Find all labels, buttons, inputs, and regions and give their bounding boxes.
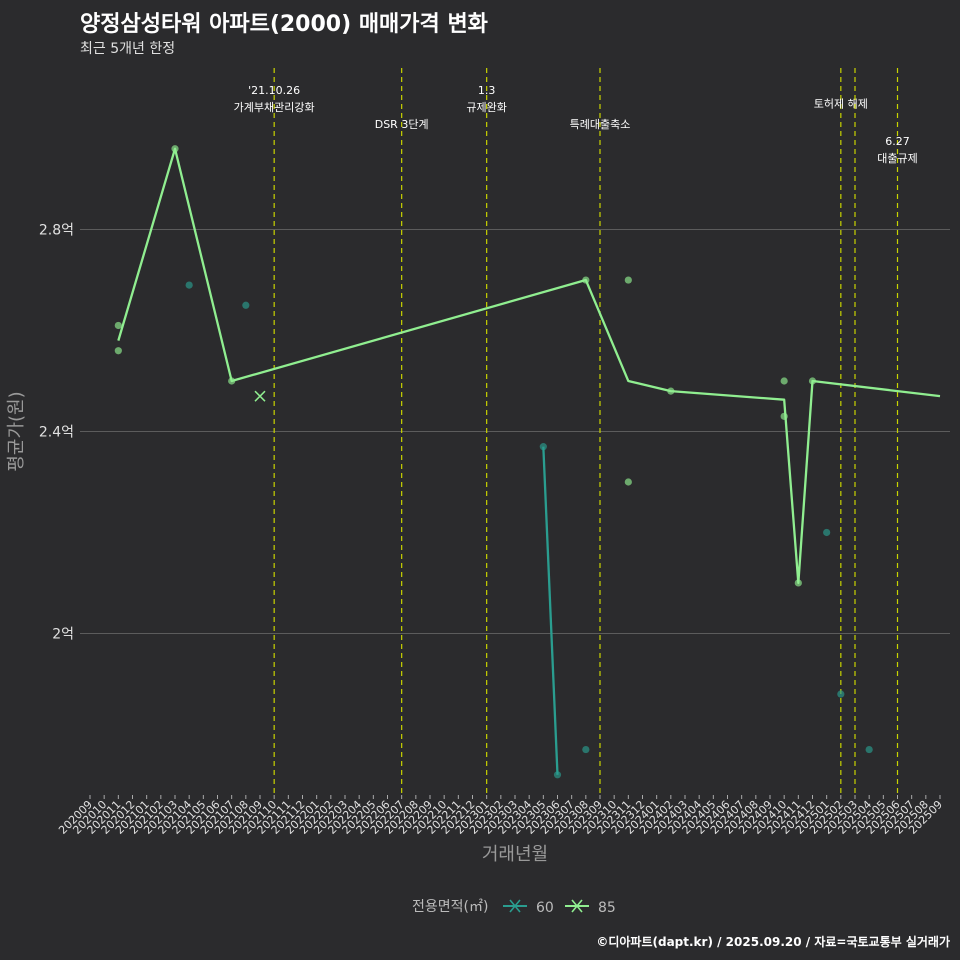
event-label: DSR 3단계: [375, 118, 429, 131]
y-tick-label: 2.4억: [39, 425, 74, 441]
x-axis-title: 거래년월: [482, 844, 548, 865]
data-point-85: [780, 412, 788, 420]
data-point-85: [114, 321, 122, 330]
source-footer: ©디아파트(dapt.kr) / 2025.09.20 / 자료=국토교통부 실…: [596, 935, 950, 949]
event-label: 대출규제: [877, 152, 917, 165]
event-label: 특례대출축소: [570, 118, 631, 131]
data-point-85: [228, 377, 236, 385]
data-point-85: [582, 276, 590, 284]
chart-title: 양정삼성타워 아파트(2000) 매매가격 변화: [80, 12, 488, 37]
legend: 전용면적(㎡) 60 85: [412, 899, 616, 916]
series-line-85: [117, 147, 941, 585]
legend-label-60: 60: [536, 900, 554, 916]
y-tick-label: 2억: [52, 626, 74, 642]
data-point-60: [539, 443, 547, 451]
data-point-85: [808, 377, 817, 385]
data-point-60: [865, 745, 873, 754]
data-point-85: [624, 478, 632, 486]
data-point-60: [242, 301, 250, 309]
event-label: 1.3: [478, 84, 496, 97]
data-point-85: [114, 347, 122, 355]
legend-marker-85: [571, 899, 583, 913]
legend-title: 전용면적(㎡): [412, 899, 488, 915]
event-label: 토허제 해제: [814, 97, 868, 111]
data-point-85: [780, 377, 788, 385]
data-point-85: [171, 145, 179, 153]
event-label: 규제완화: [466, 101, 506, 114]
data-point-60: [185, 281, 193, 289]
event-label: 가계부채관리강화: [234, 101, 315, 114]
data-point-85: [624, 276, 632, 284]
series-line-60: [542, 446, 559, 775]
chart-subtitle: 최근 5개년 한정: [80, 41, 176, 57]
event-label: '21.10.26: [248, 84, 300, 97]
data-point-60: [553, 771, 562, 779]
data-point-60: [582, 745, 590, 754]
data-point-60: [823, 528, 831, 537]
event-label: 6.27: [885, 135, 910, 148]
data-point-85: [667, 387, 675, 395]
data-point-60: [837, 690, 845, 698]
y-axis-title: 평균가(원): [6, 391, 27, 471]
data-point-85: [794, 579, 802, 587]
legend-label-85: 85: [598, 900, 616, 916]
y-tick-label: 2.8억: [39, 223, 74, 239]
legend-marker-60: [509, 899, 521, 913]
x-marker-85: [254, 390, 266, 402]
